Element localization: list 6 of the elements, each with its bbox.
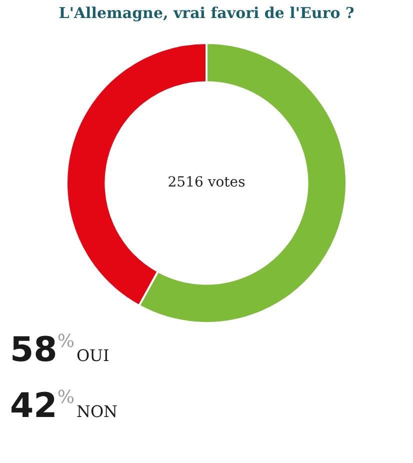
data-label: 58% <box>10 330 74 370</box>
slice-label: NON <box>76 402 118 421</box>
data-label: 42% <box>10 386 74 426</box>
slice-label: OUI <box>76 346 110 365</box>
text: 2516 votes <box>168 174 246 191</box>
chart-title: L'Allemagne, vrai favori de l'Euro ? <box>58 4 356 22</box>
